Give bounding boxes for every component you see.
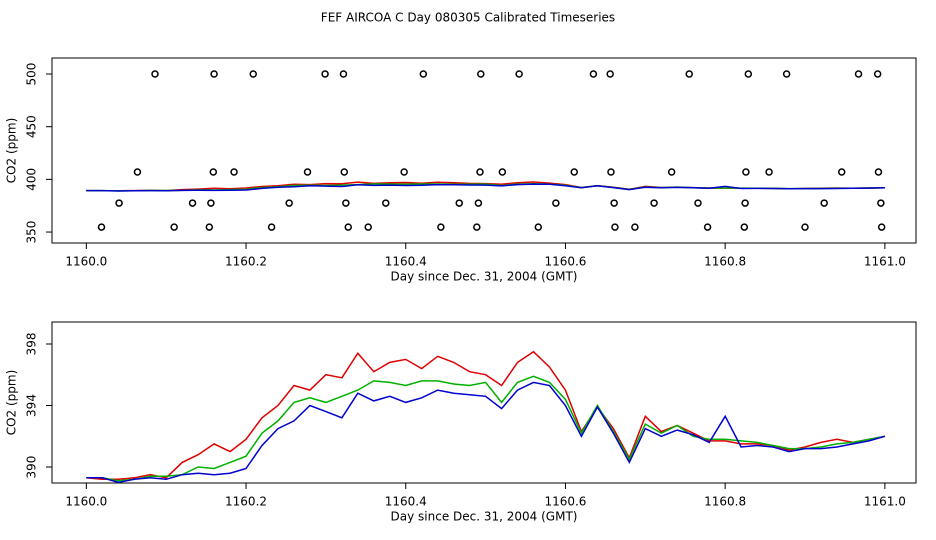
data-point [170, 223, 178, 231]
data-point [303, 168, 312, 176]
x-tick-label: 1160.8 [704, 255, 746, 269]
data-point [837, 168, 846, 176]
x-tick-label: 1160.6 [544, 255, 586, 269]
data-point [552, 199, 560, 207]
data-point [610, 199, 618, 207]
data-point [742, 168, 750, 176]
x-tick-label: 1160.2 [225, 495, 267, 509]
data-line [86, 381, 886, 484]
data-point [230, 168, 238, 176]
data-point [249, 70, 257, 78]
plot-frame [51, 321, 917, 484]
data-point [515, 70, 523, 78]
y-tick-label: 400 [25, 168, 39, 191]
data-point [339, 70, 348, 78]
data-point [801, 223, 809, 231]
data-point [741, 199, 749, 207]
data-point [267, 223, 276, 231]
data-point [606, 70, 614, 78]
x-axis-label: Day since Dec. 31, 2004 (GMT) [391, 510, 578, 524]
data-line [86, 350, 886, 481]
data-point [340, 168, 349, 176]
plot-frame [51, 57, 917, 244]
data-line [86, 375, 886, 482]
y-axis-label: CO2 (ppm) [5, 118, 19, 184]
data-point [854, 70, 863, 78]
y-tick-label: 398 [25, 333, 39, 356]
data-point [285, 199, 293, 207]
x-tick-label: 1160.6 [544, 495, 586, 509]
data-point [873, 70, 882, 78]
x-tick-label: 1160.4 [385, 495, 427, 509]
data-point [765, 168, 773, 176]
data-point [477, 70, 485, 78]
data-point [205, 223, 214, 231]
x-tick-label: 1160.0 [65, 255, 107, 269]
x-tick-label: 1160.0 [65, 495, 107, 509]
data-point [400, 168, 408, 176]
data-line [86, 183, 885, 192]
data-point [151, 70, 159, 78]
data-point [877, 199, 885, 207]
y-tick-label: 450 [25, 115, 39, 138]
data-point [473, 223, 481, 231]
x-axis-label: Day since Dec. 31, 2004 (GMT) [391, 270, 578, 284]
data-point [437, 223, 445, 231]
data-point [188, 199, 197, 207]
data-point [133, 168, 142, 176]
x-tick-label: 1160.8 [704, 495, 746, 509]
x-tick-label: 1160.4 [385, 255, 427, 269]
data-point [207, 199, 215, 207]
data-point [474, 199, 483, 207]
data-point [210, 70, 218, 78]
data-point [782, 70, 791, 78]
x-tick-label: 1161.0 [864, 255, 906, 269]
data-point [115, 199, 123, 207]
data-point [667, 168, 676, 176]
y-axis-label: CO2 (ppm) [5, 370, 19, 436]
chart-title: FEF AIRCOA C Day 080305 Calibrated Times… [321, 11, 615, 25]
data-point [534, 223, 543, 231]
data-point [570, 168, 578, 176]
data-point [589, 70, 598, 78]
data-point [342, 199, 350, 207]
data-point [364, 223, 372, 231]
data-point [476, 168, 484, 176]
data-point [820, 199, 828, 207]
y-tick-label: 500 [25, 63, 39, 86]
data-point [607, 168, 615, 176]
y-tick-label: 394 [25, 394, 39, 417]
data-point [344, 223, 353, 231]
data-point [694, 199, 702, 207]
data-point [455, 199, 463, 207]
data-point [631, 223, 639, 231]
data-point [703, 223, 712, 231]
data-point [744, 70, 753, 78]
data-point [650, 199, 658, 207]
data-point [209, 168, 218, 176]
data-point [382, 199, 390, 207]
data-point [419, 70, 428, 78]
data-point [498, 168, 507, 176]
data-point [874, 168, 883, 176]
data-point [740, 223, 749, 231]
data-point [321, 70, 329, 78]
y-tick-label: 350 [25, 221, 39, 244]
data-point [97, 223, 106, 231]
data-point [685, 70, 693, 78]
data-point [877, 223, 886, 231]
x-tick-label: 1161.0 [864, 495, 906, 509]
y-tick-label: 390 [25, 456, 39, 479]
data-point [611, 223, 619, 231]
x-tick-label: 1160.2 [225, 255, 267, 269]
